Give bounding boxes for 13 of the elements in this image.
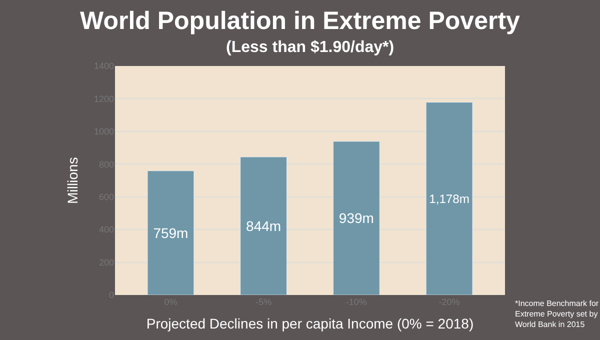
data-label: 844m xyxy=(246,218,282,234)
y-axis-title: Millions xyxy=(64,157,81,204)
text: *Income Benchmark for Extreme Poverty set by World Bank in 2015 xyxy=(515,299,599,329)
chart-title: World Population in Extreme Poverty xyxy=(80,7,520,36)
data-label: 759m xyxy=(153,224,188,241)
data-label: 1,178m xyxy=(429,192,470,206)
bar xyxy=(240,156,288,295)
chart-subtitle: (Less than $1.90/day*) xyxy=(226,39,394,56)
bar xyxy=(147,170,194,295)
bar xyxy=(426,102,473,295)
x-axis-title: Projected Declines in per capita Income (0% = 2018) xyxy=(146,315,474,332)
bar xyxy=(332,141,380,295)
data-label: 939m xyxy=(338,210,374,226)
